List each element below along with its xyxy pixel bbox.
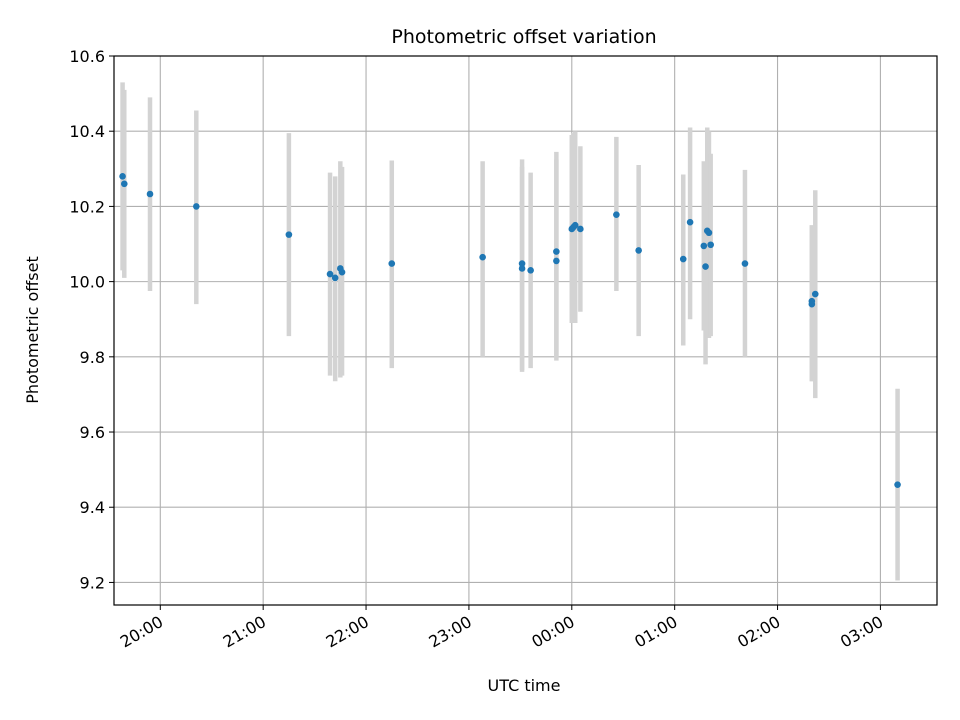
x-tick-label: 23:00 <box>425 612 474 652</box>
data-point <box>613 211 620 218</box>
data-point <box>808 300 816 308</box>
data-point <box>193 203 200 210</box>
data-point <box>553 248 560 255</box>
data-point <box>577 225 584 233</box>
data-point <box>388 260 396 267</box>
data-point <box>679 255 687 263</box>
chart-title: Photometric offset variation <box>391 26 656 48</box>
x-tick-label: 03:00 <box>837 612 886 652</box>
y-tick-label: 10.6 <box>69 47 105 66</box>
x-tick-label: 02:00 <box>734 612 783 652</box>
data-point <box>527 267 534 274</box>
error-bars <box>120 82 900 581</box>
data-point <box>479 253 486 261</box>
x-axis-ticks: 20:00 21:00 22:00 23:00 00:00 01:00 02:00 03:00 <box>117 605 886 652</box>
data-point <box>635 247 642 254</box>
plot-frame <box>113 55 938 606</box>
x-axis-label: UTC time <box>488 676 561 695</box>
data-point <box>700 242 708 250</box>
x-tick-label: 00:00 <box>528 612 577 652</box>
y-tick-label: 10.4 <box>69 122 105 141</box>
y-axis-ticks: 9.2 9.4 9.6 9.8 10.0 10.2 10.4 10.6 <box>69 47 114 592</box>
data-point <box>571 221 579 229</box>
y-tick-label: 9.2 <box>80 573 105 592</box>
y-tick-label: 9.4 <box>80 498 105 517</box>
data-point <box>338 268 346 276</box>
data-point <box>146 190 154 198</box>
y-tick-label: 9.6 <box>80 423 105 442</box>
data-point <box>326 270 334 278</box>
data-point <box>285 231 293 238</box>
data-point <box>686 218 694 226</box>
data-point <box>119 173 126 180</box>
data-point <box>120 180 128 188</box>
data-point <box>811 290 819 298</box>
x-tick-label: 21:00 <box>220 612 269 652</box>
data-point <box>741 260 749 267</box>
y-tick-label: 9.8 <box>80 348 105 367</box>
data-point <box>702 263 709 270</box>
data-point <box>553 257 560 265</box>
data-point <box>707 241 714 249</box>
data-points <box>119 173 901 488</box>
data-point <box>705 229 713 237</box>
data-point <box>518 260 526 267</box>
y-axis-label: Photometric offset <box>23 256 42 404</box>
x-tick-label: 01:00 <box>631 612 680 652</box>
data-point <box>331 274 339 282</box>
data-point <box>894 481 901 488</box>
data-point <box>518 265 526 272</box>
x-tick-label: 22:00 <box>323 612 372 652</box>
x-tick-label: 20:00 <box>117 612 166 652</box>
y-tick-label: 10.2 <box>69 197 105 216</box>
grid-lines <box>114 55 937 605</box>
y-tick-label: 10.0 <box>69 273 105 292</box>
